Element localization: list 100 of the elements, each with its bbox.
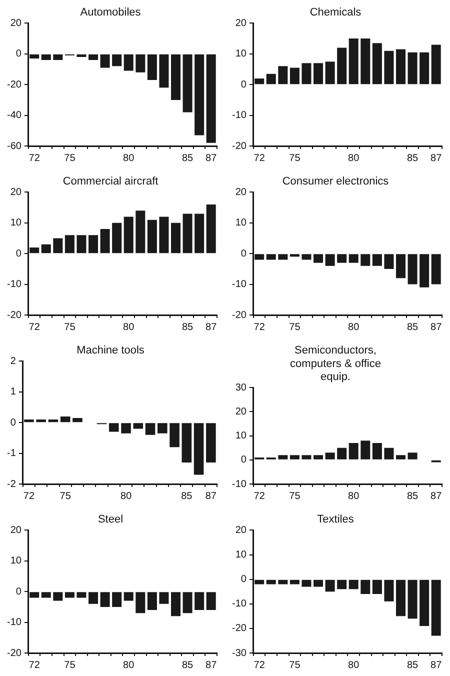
y-tick-label: -60 bbox=[7, 140, 22, 152]
y-tick-label: -20 bbox=[7, 310, 22, 321]
x-tick-label: 80 bbox=[123, 322, 135, 333]
x-tick-label: 87 bbox=[206, 660, 218, 671]
y-tick-label: 1 bbox=[10, 386, 16, 398]
y-tick-label: 10 bbox=[235, 48, 247, 60]
bar bbox=[278, 66, 288, 84]
y-tick-label: 20 bbox=[10, 186, 22, 198]
x-tick-label: 85 bbox=[406, 490, 419, 502]
bar bbox=[64, 235, 74, 254]
bar bbox=[278, 455, 288, 460]
y-tick-label: 0 bbox=[240, 79, 247, 90]
x-tick-label: 75 bbox=[60, 490, 72, 502]
y-tick-label: -40 bbox=[7, 110, 22, 122]
x-tick-label: 80 bbox=[348, 322, 360, 333]
bar bbox=[337, 48, 347, 84]
x-tick-label: 72 bbox=[254, 490, 266, 502]
x-tick-label: 80 bbox=[348, 660, 360, 671]
x-tick-label: 85 bbox=[182, 322, 194, 333]
y-tick-label: 0 bbox=[240, 574, 247, 586]
bar bbox=[372, 43, 382, 84]
x-tick-label: 85 bbox=[406, 152, 419, 164]
bar bbox=[76, 235, 86, 254]
y-tick-label: -1 bbox=[6, 448, 16, 460]
bar bbox=[147, 220, 157, 254]
x-tick-label: 80 bbox=[348, 152, 360, 164]
x-tick-label: 87 bbox=[430, 322, 442, 333]
bar bbox=[100, 229, 110, 254]
bar bbox=[360, 440, 370, 460]
bar bbox=[325, 62, 335, 84]
y-tick-label: 10 bbox=[235, 550, 247, 561]
x-tick-label: 75 bbox=[64, 660, 76, 671]
bar bbox=[194, 214, 204, 254]
bar bbox=[348, 38, 358, 84]
x-tick-label: 80 bbox=[348, 490, 360, 502]
bar bbox=[136, 210, 146, 254]
y-tick-label: 20 bbox=[235, 18, 247, 29]
y-tick-label: 20 bbox=[10, 18, 22, 29]
chart-title: Textiles bbox=[317, 514, 354, 526]
y-tick-label: 20 bbox=[10, 524, 22, 536]
y-tick-label: 0 bbox=[16, 248, 22, 260]
bar bbox=[314, 455, 324, 460]
x-tick-label: 87 bbox=[205, 490, 217, 502]
x-tick-label: 87 bbox=[206, 152, 218, 164]
x-tick-label: 75 bbox=[64, 322, 76, 333]
x-tick-label: 87 bbox=[430, 660, 442, 671]
bar bbox=[431, 44, 441, 84]
bar bbox=[88, 235, 98, 254]
bar bbox=[408, 452, 418, 460]
bar bbox=[290, 455, 300, 460]
y-tick-label: -10 bbox=[7, 617, 22, 628]
bar bbox=[302, 63, 312, 84]
bar bbox=[206, 423, 216, 463]
chart-title: Consumer electronics bbox=[282, 176, 390, 188]
x-tick-label: 72 bbox=[28, 152, 40, 164]
bar bbox=[396, 455, 406, 460]
y-tick-label: 0 bbox=[10, 417, 16, 428]
x-tick-label: 80 bbox=[123, 660, 135, 671]
y-tick-label: -20 bbox=[232, 310, 247, 321]
bar bbox=[53, 238, 63, 254]
y-tick-label: 10 bbox=[10, 556, 22, 567]
bar bbox=[384, 448, 394, 460]
y-tick-label: -10 bbox=[232, 279, 247, 290]
bar bbox=[337, 448, 347, 460]
bar bbox=[302, 455, 312, 460]
chart-title: Semiconductors, computers & office equip. bbox=[290, 344, 381, 384]
x-tick-label: 75 bbox=[64, 152, 76, 164]
chart-title: Commercial aircraft bbox=[62, 176, 158, 188]
bar bbox=[206, 204, 216, 254]
x-tick-label: 80 bbox=[120, 490, 132, 502]
chart-title: Automobiles bbox=[80, 6, 142, 19]
chart-title: Steel bbox=[98, 514, 124, 526]
bar bbox=[325, 452, 335, 460]
x-tick-label: 75 bbox=[289, 322, 301, 333]
x-tick-label: 80 bbox=[123, 152, 135, 164]
bar bbox=[420, 52, 430, 84]
bar bbox=[194, 423, 204, 475]
x-tick-label: 85 bbox=[182, 152, 194, 164]
x-tick-label: 85 bbox=[182, 660, 194, 671]
y-tick-label: 30 bbox=[235, 382, 247, 394]
y-tick-label: 10 bbox=[235, 218, 247, 229]
bar bbox=[290, 68, 300, 84]
y-tick-label: 10 bbox=[10, 218, 22, 229]
bar bbox=[112, 222, 122, 254]
y-tick-label: 10 bbox=[235, 430, 247, 442]
y-tick-label: 0 bbox=[240, 454, 247, 466]
bar bbox=[372, 443, 382, 460]
y-tick-label: -10 bbox=[232, 110, 247, 122]
x-tick-label: 85 bbox=[406, 660, 419, 671]
bar bbox=[171, 222, 181, 254]
bar bbox=[182, 423, 192, 463]
bar bbox=[36, 420, 46, 422]
bar bbox=[133, 423, 144, 429]
y-tick-label: 20 bbox=[235, 524, 247, 536]
x-tick-label: 72 bbox=[254, 660, 266, 671]
x-tick-label: 75 bbox=[289, 152, 301, 164]
bar bbox=[124, 216, 134, 254]
y-tick-label: 0 bbox=[240, 248, 247, 260]
bar bbox=[145, 423, 156, 435]
x-tick-label: 72 bbox=[28, 322, 40, 333]
